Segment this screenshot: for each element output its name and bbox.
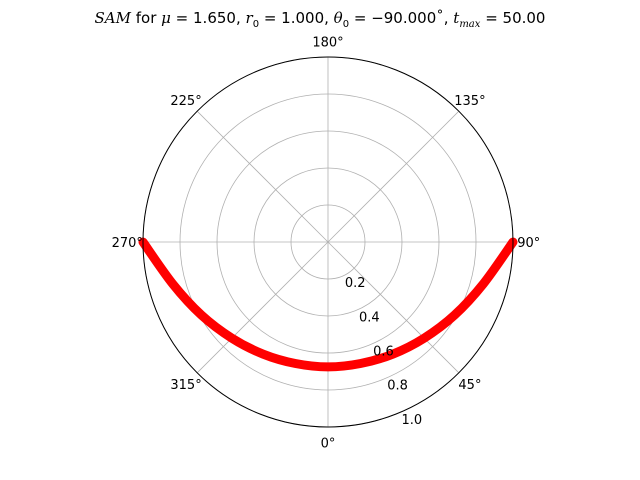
theta-tick-label-5: 225° [170,94,201,109]
theta-tick-label-1: 45° [458,378,481,393]
theta-gridline-3 [327,110,460,243]
title-tmax: 50.00 [502,9,546,27]
title-mu: 1.650 [193,9,236,27]
r-tick-label-1: 0.4 [359,310,380,325]
r-tick-label-2: 0.6 [373,345,394,360]
chart-title: SAM for μ = 1.650, r0 = 1.000, θ0 = −90.… [94,9,546,30]
theta-tick-label-4: 180° [312,35,343,50]
theta-gridline-5 [196,110,329,243]
r-tick-label-4: 1.0 [401,413,422,428]
r-tick-label-3: 0.8 [387,379,408,394]
title-theta0: −90.000˚ [371,9,444,27]
theta-gridline-7 [196,241,329,374]
title-name: SAM [94,9,131,27]
theta-tick-label-3: 135° [454,94,485,109]
r-tick-label-0: 0.2 [345,276,366,291]
polar-frame [142,56,514,428]
theta-gridline-1 [327,241,460,374]
title-r0: 1.000 [281,9,325,27]
theta-tick-label-0: 0° [321,437,336,452]
data-layer [138,237,518,372]
label-layer: 0° 45° 90° 135° 180° 225° 270° 315° 0.2 0.4 0.6 0.8… [112,35,541,451]
grid-layer [142,56,514,428]
theta-tick-label-7: 315° [170,378,201,393]
series-line-0 [138,237,518,372]
theta-tick-label-2: 90° [517,236,540,251]
theta-tick-label-6: 270° [112,236,143,251]
